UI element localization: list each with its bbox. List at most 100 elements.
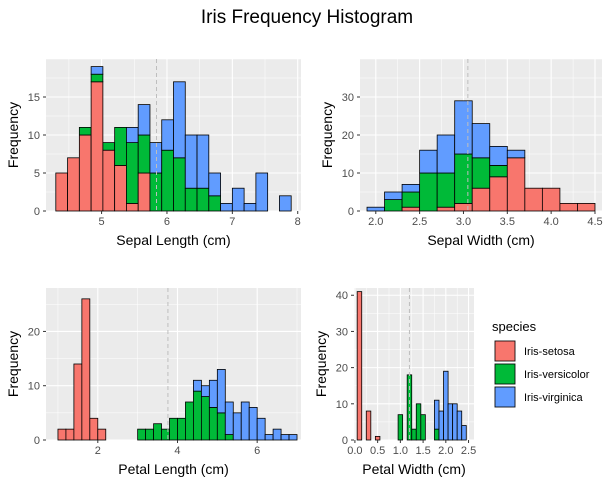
bar-iris-versicolor-bin-1 <box>384 199 403 212</box>
y-tick-label: 30 <box>336 326 348 338</box>
bar-iris-versicolor-bin-7 <box>137 134 151 174</box>
bar-iris-setosa-bin-5 <box>454 202 473 212</box>
x-tick-label: 5 <box>99 216 105 228</box>
bar-iris-setosa-bin-8 <box>506 157 526 212</box>
bar-iris-virginica-bin-20 <box>216 369 226 414</box>
x-tick-label: 4.5 <box>587 216 602 228</box>
bar-iris-setosa-bin-0 <box>57 428 67 441</box>
y-tick-label: 0 <box>348 206 354 218</box>
x-tick-label: 2.5 <box>412 216 427 228</box>
bar-iris-versicolor-bin-2 <box>78 127 92 136</box>
x-tick-label: 0.5 <box>370 445 385 457</box>
bar-iris-virginica-bin-5 <box>454 100 473 155</box>
histogram-panel-2: 2.0 2.5 3.0 3.5 4.0 4.5 0 10 20 30 Sepal Width (cm… <box>319 58 603 248</box>
y-tick-label: 20 <box>28 326 40 338</box>
bar-iris-versicolor-bin-15 <box>177 417 186 441</box>
bar-iris-virginica-bin-7 <box>137 104 151 136</box>
bar-iris-virginica-bin-21 <box>224 401 234 435</box>
bar-iris-virginica-bin-16 <box>243 202 257 212</box>
y-tick-label: 0 <box>34 435 40 447</box>
bar-iris-versicolor-bin-3 <box>90 73 104 83</box>
bar-iris-setosa-bin-0 <box>356 291 363 441</box>
x-tick-label: 7 <box>229 216 235 228</box>
bar-iris-versicolor-bin-9 <box>397 414 404 441</box>
bar-iris-setosa-bin-2 <box>78 134 92 212</box>
bar-iris-versicolor-bin-17 <box>434 428 440 441</box>
bar-iris-setosa-bin-1 <box>65 428 75 441</box>
bar-iris-versicolor-bin-17 <box>193 390 202 441</box>
y-tick-label: 10 <box>342 168 354 180</box>
bar-iris-virginica-bin-13 <box>208 172 221 197</box>
y-tick-label: 10 <box>336 399 348 411</box>
bar-iris-virginica-bin-21 <box>452 403 458 441</box>
y-tick-label: 0 <box>342 435 348 447</box>
y-tick-label: 30 <box>342 92 354 104</box>
x-axis-title: Petal Width (cm) <box>362 461 465 477</box>
bar-iris-virginica-bin-4 <box>436 134 456 174</box>
bar-iris-setosa-bin-0 <box>55 172 68 212</box>
bar-iris-versicolor-bin-12 <box>411 428 417 441</box>
bar-iris-virginica-bin-19 <box>208 379 218 408</box>
bar-iris-versicolor-bin-6 <box>471 157 491 189</box>
bar-iris-virginica-bin-2 <box>401 183 421 193</box>
bar-iris-versicolor-bin-19 <box>208 407 218 441</box>
bar-iris-virginica-bin-8 <box>506 149 526 159</box>
bar-iris-versicolor-bin-20 <box>216 412 226 441</box>
y-axis-title: Frequency <box>5 331 21 397</box>
x-tick-label: 6 <box>164 216 170 228</box>
bar-iris-virginica-bin-23 <box>461 425 467 441</box>
bar-iris-versicolor-bin-13 <box>208 195 221 212</box>
bar-iris-versicolor-bin-10 <box>173 157 186 212</box>
legend-swatch <box>494 386 516 408</box>
bar-iris-setosa-bin-5 <box>97 428 107 441</box>
bar-iris-versicolor-bin-8 <box>149 172 163 212</box>
x-tick-label: 1.5 <box>415 445 430 457</box>
bar-iris-versicolor-bin-4 <box>102 142 116 151</box>
chart-title: Iris Frequency Histogram <box>201 7 413 28</box>
bar-iris-setosa-bin-2 <box>365 410 372 441</box>
bar-iris-versicolor-bin-14 <box>420 414 426 441</box>
bar-iris-versicolor-bin-11 <box>145 428 154 441</box>
bar-iris-virginica-bin-0 <box>366 206 385 212</box>
legend-keys: Iris-setosa Iris-versicolor Iris-virginica <box>494 340 590 408</box>
bar-iris-virginica-bin-23 <box>240 401 250 441</box>
bar-iris-virginica-bin-28 <box>280 434 290 441</box>
bar-iris-virginica-bin-10 <box>173 81 186 159</box>
x-tick-label: 4 <box>174 445 180 457</box>
bar-iris-setosa-bin-6 <box>471 187 491 212</box>
y-axis-title: Frequency <box>313 331 329 397</box>
bar-iris-setosa-bin-11 <box>559 202 578 212</box>
x-axis-title: Sepal Width (cm) <box>427 232 534 248</box>
x-tick-label: 1.0 <box>393 445 408 457</box>
bar-iris-setosa-bin-6 <box>126 202 139 212</box>
bar-iris-virginica-bin-3 <box>419 149 438 174</box>
bar-iris-setosa-bin-12 <box>577 202 596 212</box>
legend-entry-iris-versicolor: Iris-versicolor <box>494 363 590 385</box>
y-tick-label: 15 <box>28 92 40 104</box>
legend-title: species <box>492 319 537 334</box>
bar-iris-virginica-bin-17 <box>193 379 202 392</box>
x-axis-title: Petal Length (cm) <box>118 461 229 477</box>
bar-iris-versicolor-bin-4 <box>436 172 456 208</box>
x-tick-label: 3.5 <box>500 216 515 228</box>
y-tick-label: 20 <box>342 130 354 142</box>
bar-iris-versicolor-bin-2 <box>401 191 421 208</box>
bar-iris-versicolor-bin-21 <box>224 434 234 441</box>
bar-iris-virginica-bin-7 <box>489 145 508 166</box>
bar-iris-versicolor-bin-6 <box>126 142 139 204</box>
bar-iris-virginica-bin-17 <box>255 172 269 212</box>
bar-iris-virginica-bin-22 <box>232 412 242 441</box>
bar-iris-setosa-bin-1 <box>67 157 80 212</box>
bar-iris-virginica-bin-1 <box>384 191 403 200</box>
bar-iris-virginica-bin-15 <box>231 187 245 212</box>
bar-iris-versicolor-bin-7 <box>489 164 508 178</box>
bar-iris-versicolor-bin-16 <box>185 401 194 441</box>
bar-iris-setosa-bin-9 <box>524 187 543 212</box>
x-tick-label: 2.0 <box>368 216 383 228</box>
bar-iris-setosa-bin-5 <box>114 164 127 212</box>
bar-iris-virginica-bin-8 <box>149 142 163 174</box>
bar-iris-setosa-bin-3 <box>90 81 104 212</box>
bar-iris-setosa-bin-3 <box>81 298 91 441</box>
histogram-panel-4: 0.0 0.5 1.0 1.5 2.0 2.5 0 10 20 30 40 Petal Width (… <box>313 288 476 477</box>
bar-iris-setosa-bin-4 <box>89 417 99 441</box>
